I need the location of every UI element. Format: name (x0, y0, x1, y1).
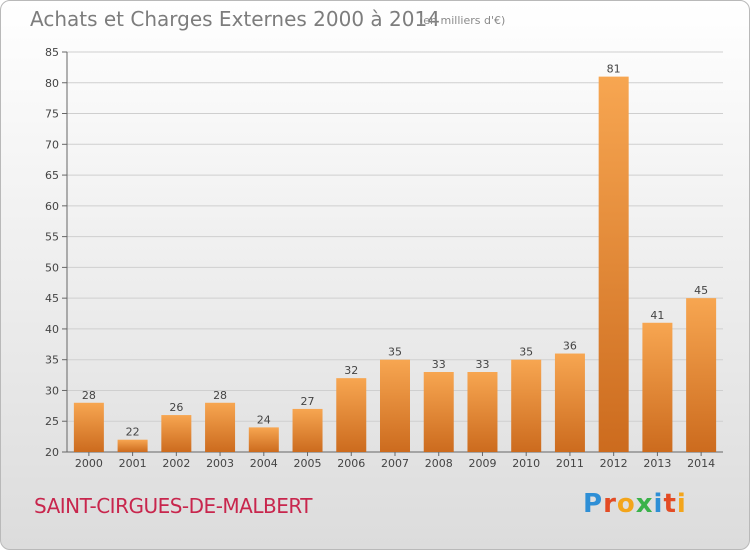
data-label-2000: 28 (82, 389, 96, 402)
logo-letter: r (603, 489, 617, 519)
bar-2013 (642, 322, 673, 452)
logo-letter: o (616, 489, 636, 519)
x-tick-label-2011: 2011 (556, 457, 584, 470)
bar-2008 (423, 372, 454, 452)
logo-letter: i (653, 489, 664, 519)
logo-letter: P (583, 489, 604, 519)
y-tick-label: 80 (45, 77, 59, 90)
y-tick-label: 25 (45, 415, 59, 428)
axes: 20 25 30 35 40 45 50 55 60 65 70 75 80 85 2000 2001 2002… (45, 46, 723, 470)
x-tick-label-2000: 2000 (75, 457, 103, 470)
chart-subtitle: (en milliers d'€) (419, 14, 506, 27)
bar-2002 (161, 415, 192, 452)
bar-2010 (511, 359, 542, 452)
data-label-2010: 35 (519, 346, 533, 359)
data-label-2005: 27 (301, 395, 315, 408)
y-tick-label: 75 (45, 108, 59, 121)
y-tick-label: 55 (45, 231, 59, 244)
y-tick-label: 85 (45, 46, 59, 59)
bar-2007 (380, 359, 410, 452)
x-tick-label-2012: 2012 (600, 457, 628, 470)
bar-2001 (117, 439, 148, 452)
bar-2011 (554, 353, 585, 452)
bar-2005 (292, 408, 323, 452)
y-tick-label: 30 (45, 384, 59, 397)
bar-2012 (598, 76, 629, 452)
bar-chart: 20 25 30 35 40 45 50 55 60 65 70 75 80 85 2000 2001 2002… (45, 46, 723, 470)
data-label-2004: 24 (257, 413, 271, 426)
data-label-2001: 22 (126, 426, 140, 439)
x-tick-label-2003: 2003 (206, 457, 234, 470)
bar-2006 (336, 378, 367, 452)
y-tick-label: 35 (45, 354, 59, 367)
proxiti-logo[interactable]: Proxiti (583, 489, 687, 519)
logo-letter: i (676, 489, 687, 519)
data-label-2006: 32 (344, 364, 358, 377)
x-tick-label-2001: 2001 (119, 457, 147, 470)
x-tick-label-2009: 2009 (468, 457, 496, 470)
x-tick-label-2005: 2005 (294, 457, 322, 470)
y-tick-label: 40 (45, 323, 59, 336)
y-tick-label: 70 (45, 138, 59, 151)
place-name: SAINT-CIRGUES-DE-MALBERT (34, 494, 313, 518)
bars (73, 76, 717, 452)
x-tick-label-2014: 2014 (687, 457, 715, 470)
data-label-2003: 28 (213, 389, 227, 402)
y-tick-label: 50 (45, 261, 59, 274)
x-tick-label-2013: 2013 (643, 457, 671, 470)
x-tick-label-2007: 2007 (381, 457, 409, 470)
y-tick-label: 20 (45, 446, 59, 459)
bar-2009 (467, 372, 498, 452)
x-tick-label-2002: 2002 (162, 457, 190, 470)
bar-2000 (73, 402, 104, 452)
x-tick-label-2010: 2010 (512, 457, 540, 470)
data-label-2008: 33 (432, 358, 446, 371)
data-label-2012: 81 (607, 63, 621, 76)
data-label-2007: 35 (388, 346, 402, 359)
bar-2004 (248, 427, 279, 452)
y-tick-label: 60 (45, 200, 59, 213)
data-label-2013: 41 (650, 309, 664, 322)
bar-2003 (205, 402, 236, 452)
bar-2014 (686, 298, 717, 452)
data-labels: 28 22 26 28 24 27 32 35 33 33 35 36 81 41 45 (82, 63, 708, 439)
x-tick-label-2006: 2006 (337, 457, 365, 470)
data-label-2002: 26 (169, 401, 183, 414)
data-label-2014: 45 (694, 284, 708, 297)
y-tick-label: 65 (45, 169, 59, 182)
y-tick-label: 45 (45, 292, 59, 305)
data-label-2011: 36 (563, 340, 577, 353)
logo-letter: t (663, 489, 677, 519)
data-label-2009: 33 (475, 358, 489, 371)
x-tick-label-2008: 2008 (425, 457, 453, 470)
x-tick-label-2004: 2004 (250, 457, 278, 470)
logo-letter: x (635, 489, 654, 519)
chart-title: Achats et Charges Externes 2000 à 2014 (30, 7, 440, 31)
